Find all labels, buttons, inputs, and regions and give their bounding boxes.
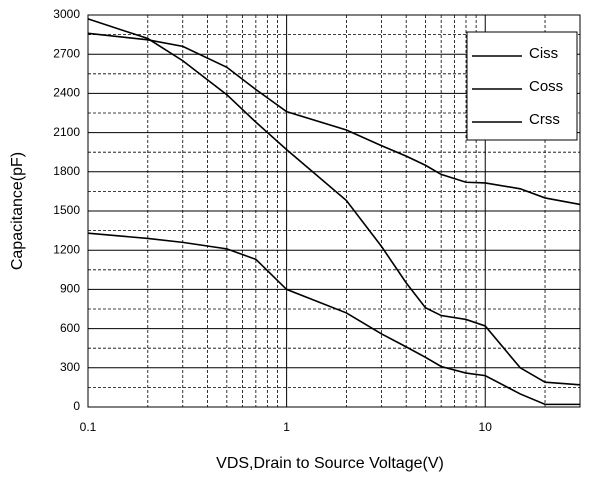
x-axis-label: VDS,Drain to Source Voltage(V): [216, 455, 444, 472]
data-line: [87, 18, 581, 386]
legend-text: Coss: [529, 78, 563, 95]
y-tick-label: 3000: [53, 7, 80, 21]
y-tick-label: 2100: [53, 125, 80, 139]
x-tick-label: 0.1: [80, 420, 97, 434]
y-tick-label: 1500: [53, 203, 80, 217]
y-axis-label: Capacitance(pF): [9, 152, 26, 270]
x-tick-label: 1: [283, 420, 290, 434]
x-tick-label: 10: [479, 420, 493, 434]
y-tick-label: 600: [60, 321, 80, 335]
legend-text: Crss: [529, 111, 560, 128]
legend-text: Ciss: [529, 45, 558, 62]
y-tick-label: 900: [60, 282, 80, 296]
y-tick-label: 2700: [53, 46, 80, 60]
y-tick-label: 2400: [53, 86, 80, 100]
y-tick-label: 300: [60, 360, 80, 374]
y-tick-label: 1200: [53, 242, 80, 256]
y-tick-label: 1800: [53, 164, 80, 178]
data-line: [87, 232, 580, 406]
data-line: [87, 32, 581, 206]
y-tick-label: 0: [73, 399, 80, 413]
